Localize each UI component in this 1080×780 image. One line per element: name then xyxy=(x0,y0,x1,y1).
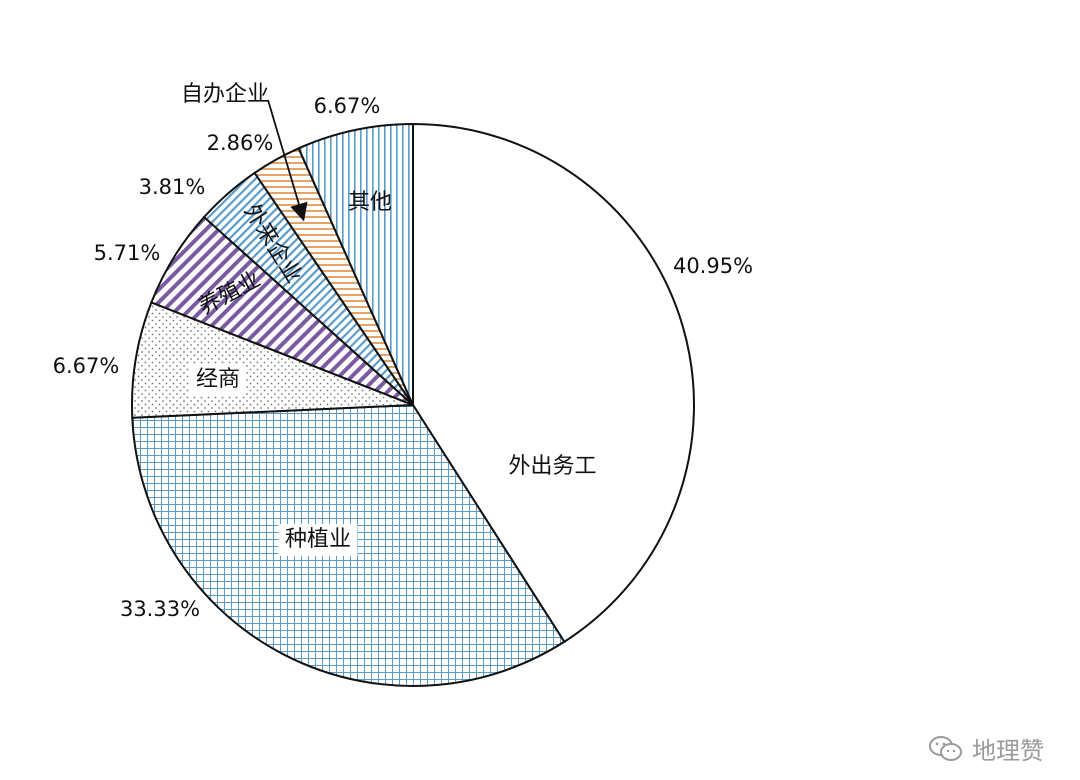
watermark-text: 地理赞 xyxy=(972,737,1044,765)
slice-value-label: 6.67% xyxy=(314,94,381,118)
slice-value-label: 40.95% xyxy=(673,254,753,278)
slice-category-label: 自办企业 xyxy=(181,82,269,107)
label-background xyxy=(278,524,358,556)
slice-category-label: 种植业 xyxy=(285,527,351,552)
watermark: 地理赞 xyxy=(928,731,1044,766)
slice-value-label: 5.71% xyxy=(94,241,161,265)
pie-slice xyxy=(412,122,695,644)
slice-value-label: 2.86% xyxy=(207,131,274,155)
slice-value-label: 3.81% xyxy=(139,175,206,199)
pie-slice xyxy=(297,122,414,406)
wechat-icon xyxy=(929,735,962,761)
slice-category-label: 经商 xyxy=(196,367,240,392)
pie-labels: 40.95%外出务工33.33%种植业6.67%经商5.71%养殖业3.81%外… xyxy=(53,82,753,621)
pie-slices xyxy=(131,122,695,687)
label-background xyxy=(190,364,246,396)
slice-category-label: 外出务工 xyxy=(508,454,596,479)
label-background xyxy=(501,451,604,484)
callout-arrow xyxy=(267,99,308,222)
slice-category-label: 其他 xyxy=(348,190,392,215)
slice-value-label: 33.33% xyxy=(120,597,200,621)
slice-value-label: 6.67% xyxy=(53,354,120,378)
